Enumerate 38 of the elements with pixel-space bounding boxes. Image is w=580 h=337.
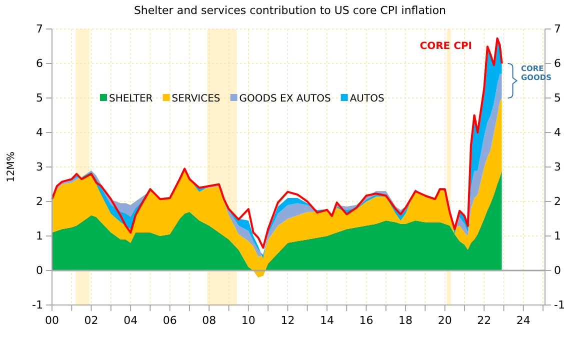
y2-tick-label: 4: [554, 126, 561, 140]
x-tick-label: 02: [84, 314, 98, 327]
y-tick-label: 6: [36, 57, 43, 70]
y2-tick-label: 3: [554, 160, 561, 174]
legend-label: SERVICES: [172, 94, 220, 104]
x-tick-label: 14: [320, 314, 334, 327]
x-tick-label: 00: [45, 314, 59, 327]
x-tick-label: 24: [516, 314, 530, 327]
y-tick-label: 2: [36, 195, 43, 208]
y-tick-label: 1: [36, 230, 43, 243]
y-tick-label: 4: [36, 126, 43, 140]
y2-tick-label: -1: [554, 298, 565, 312]
x-tick-label: 22: [477, 314, 492, 327]
y-tick-label: 5: [36, 92, 43, 105]
y2-tick-label: 0: [554, 264, 561, 278]
legend-label: GOODS EX AUTOS: [239, 94, 331, 104]
y2-tick-label: 1: [554, 230, 561, 243]
y2-tick-label: 7: [554, 22, 561, 36]
y2-tick-label: 5: [554, 92, 561, 105]
y-tick-label: 3: [36, 160, 43, 174]
x-tick-label: 18: [398, 314, 413, 327]
legend-label: AUTOS: [350, 94, 384, 104]
chart-title: Shelter and services contribution to US core CPI inflation: [134, 4, 446, 17]
x-tick-label: 12: [280, 314, 295, 327]
y-axis-title: 12M%: [6, 152, 17, 182]
x-tick-label: 16: [359, 314, 374, 327]
x-tick-label: 20: [438, 314, 452, 327]
annotation: CORE CPI: [420, 41, 472, 52]
x-tick-label: 04: [124, 314, 138, 327]
y-tick-label: 0: [36, 264, 43, 278]
y-tick-label: -1: [32, 298, 43, 312]
x-tick-label: 08: [202, 314, 216, 327]
x-tick-label: 06: [162, 314, 177, 327]
legend-label: SHELTER: [109, 94, 153, 104]
y2-tick-label: 6: [554, 57, 561, 70]
y-tick-label: 7: [36, 22, 43, 36]
x-tick-label: 10: [241, 314, 256, 327]
y2-tick-label: 2: [554, 195, 561, 208]
